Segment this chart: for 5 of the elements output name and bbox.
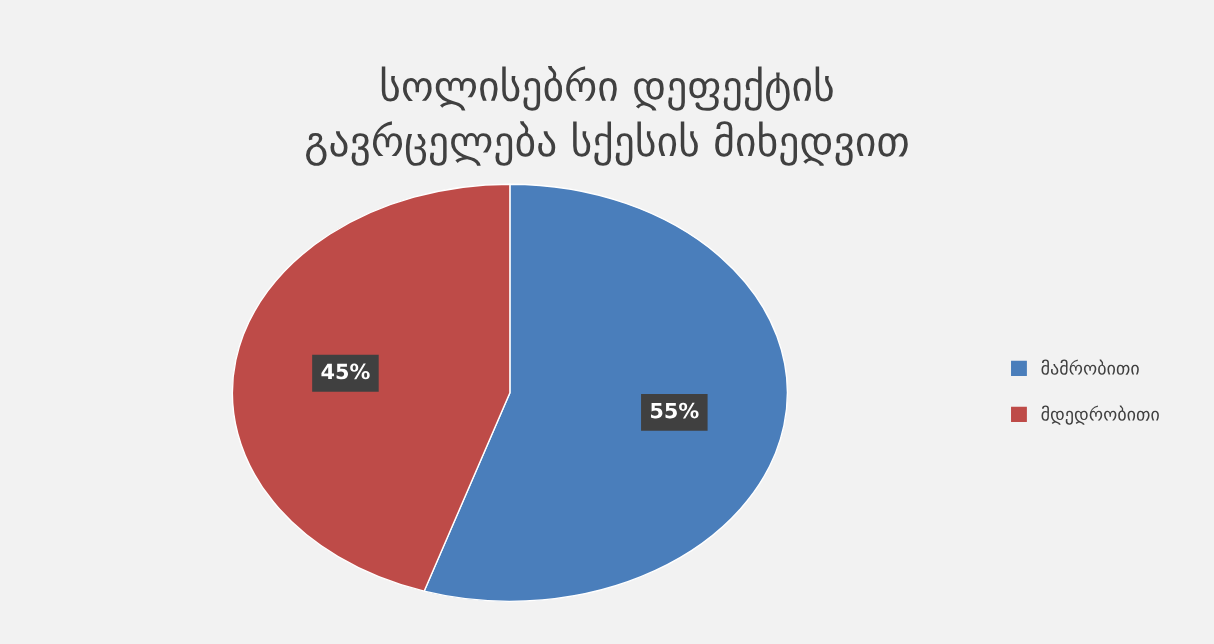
legend-label: მამრობითი <box>1041 359 1139 375</box>
chart-title: სოლისებრი დეფექტის გავრცელება სქესის მიხედვით <box>306 65 908 166</box>
legend-label: მდედრობითი <box>1041 405 1159 425</box>
data-label: 45% <box>321 363 370 380</box>
data-label: 55% <box>651 402 699 419</box>
